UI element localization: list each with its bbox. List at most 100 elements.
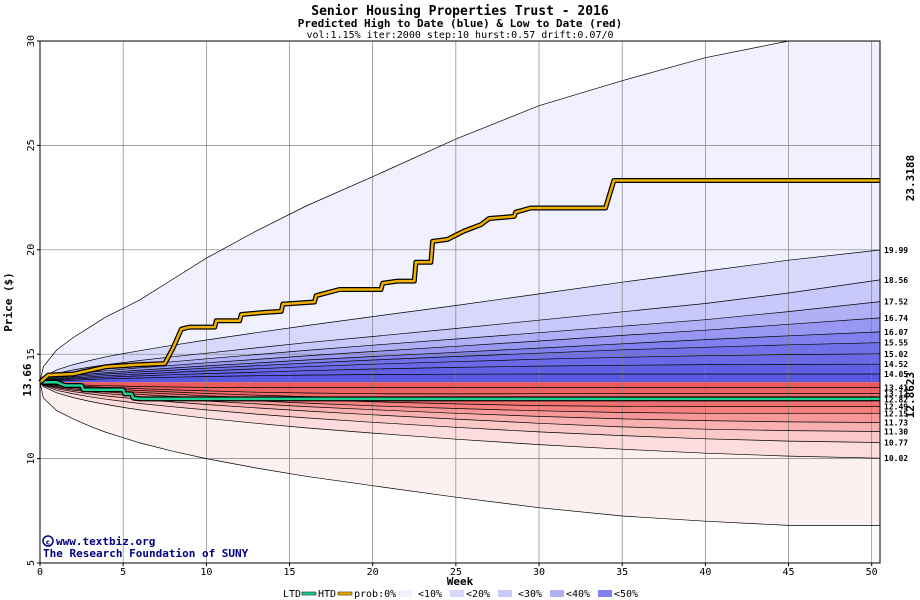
x-tick-label: 35	[616, 567, 628, 578]
x-tick-label: 40	[699, 567, 711, 578]
right-band-label: 12.82	[884, 396, 908, 405]
legend-ltd-label: LTD	[283, 589, 301, 600]
x-axis-ticks: 0 5 10 15 20 25 30 35 40 45 50	[37, 563, 878, 578]
band-line	[39, 373, 880, 383]
legend-p30-swatch	[550, 590, 564, 597]
right-band-label: 11.30	[884, 427, 908, 436]
lower-band-3	[40, 382, 880, 432]
copyright-icon: c	[42, 535, 54, 547]
legend-p40-swatch	[598, 590, 612, 597]
x-tick-label: 5	[120, 567, 126, 578]
x-tick-label: 20	[367, 567, 379, 578]
right-band-label: 14.52	[884, 360, 908, 369]
band-line	[39, 381, 881, 432]
right-band-label: 19.99	[884, 246, 908, 255]
right-band-label: 11.73	[884, 418, 908, 427]
legend-prob-label: prob:0%	[354, 589, 396, 600]
upper-band-3	[40, 301, 880, 383]
legend-p20-label: <20%	[466, 589, 490, 600]
upper-band-1	[40, 250, 880, 383]
legend-ltd-swatch	[301, 591, 317, 596]
right-band-label: 16.07	[884, 328, 908, 337]
upper-band-8	[40, 364, 880, 383]
chart-title: Senior Housing Properties Trust - 2016	[311, 4, 609, 19]
band-line	[39, 353, 881, 383]
right-band-label: 12.49	[884, 403, 908, 412]
y-tick-label: 25	[26, 139, 37, 151]
lower-band-8	[40, 382, 880, 394]
y-axis-ticks: 5 10 15 20 25 30	[26, 35, 40, 566]
x-tick-label: 50	[866, 567, 878, 578]
lower-band-1	[40, 382, 880, 459]
lower-band-0	[40, 382, 880, 526]
ltd-line	[40, 380, 880, 401]
right-band-label: 18.56	[884, 276, 908, 285]
upper-band-4	[40, 317, 880, 383]
right-band-label: 12.15	[884, 410, 908, 419]
legend-htd-label: HTD	[318, 589, 336, 600]
y-tick-label: 5	[26, 560, 37, 566]
x-tick-label: 45	[782, 567, 794, 578]
lower-band-7	[40, 382, 880, 400]
right-band-label: 16.74	[884, 314, 908, 323]
legend-p20-swatch	[498, 590, 512, 597]
chart-params: vol:1.15% iter:2000 step:10 hurst:0.57 d…	[306, 30, 613, 41]
band-line	[39, 342, 881, 383]
ltd-end-label: 12.8623	[904, 372, 917, 418]
chart-subtitle: Predicted High to Date (blue) & Low to D…	[298, 17, 623, 30]
band-line	[39, 249, 881, 383]
y-tick-label: 10	[26, 453, 37, 465]
x-tick-label: 0	[37, 567, 43, 578]
legend-p30-label: <30%	[518, 589, 542, 600]
upper-band-5	[40, 331, 880, 383]
legend-p50-label: <50%	[614, 589, 638, 600]
right-band-label: 13.12	[884, 389, 908, 398]
right-band-labels: 19.99 18.56 17.52 16.74 16.07 15.55 15.0214.52…	[884, 246, 908, 463]
right-band-label: 10.02	[884, 454, 908, 463]
band-line	[39, 381, 881, 459]
upper-band-2	[40, 279, 880, 383]
band-line	[39, 40, 880, 383]
right-band-label: 17.52	[884, 298, 908, 307]
legend: LTD HTD prob:0% <10% <20% <30% <40% <50%	[283, 589, 638, 600]
credit-site: www.textbiz.org	[56, 535, 155, 548]
legend-htd-swatch	[337, 591, 353, 596]
band-line	[39, 363, 881, 383]
right-band-label: 15.02	[884, 350, 908, 359]
upper-band-6	[40, 342, 880, 383]
right-band-label: 14.05	[884, 370, 908, 379]
series-lines	[38, 178, 880, 402]
htd-line	[39, 179, 880, 384]
plot-frame	[39, 40, 881, 564]
start-price-label: 13.66	[21, 363, 34, 396]
lower-band-4	[40, 382, 880, 423]
lower-band-9	[40, 382, 880, 388]
y-tick-label: 20	[26, 244, 37, 256]
band-line	[39, 381, 881, 443]
credit-org: The Research Foundation of SUNY	[43, 547, 249, 560]
legend-p40-label: <40%	[566, 589, 590, 600]
y-axis-label: Price ($)	[2, 272, 15, 332]
right-band-label: 15.55	[884, 339, 908, 348]
right-band-label: 13.41	[884, 383, 908, 392]
htd-end-label: 23.3188	[904, 155, 917, 201]
x-axis-label: Week	[447, 575, 474, 588]
x-tick-label: 10	[200, 567, 212, 578]
band-line	[39, 279, 881, 383]
lower-band-2	[40, 382, 880, 443]
y-tick-label: 30	[26, 35, 37, 47]
legend-p10-label: <10%	[418, 589, 442, 600]
band-line	[39, 382, 880, 526]
x-tick-label: 25	[450, 567, 462, 578]
upper-band-7	[40, 353, 880, 383]
right-band-label: 10.77	[884, 439, 908, 448]
upper-band-0	[40, 41, 880, 383]
x-tick-label: 15	[283, 567, 295, 578]
x-tick-label: 30	[533, 567, 545, 578]
svg-text:c: c	[46, 539, 50, 547]
legend-p0-swatch	[398, 590, 412, 597]
grid-lines	[40, 40, 880, 564]
legend-p10-swatch	[450, 590, 464, 597]
y-tick-label: 15	[26, 348, 37, 360]
